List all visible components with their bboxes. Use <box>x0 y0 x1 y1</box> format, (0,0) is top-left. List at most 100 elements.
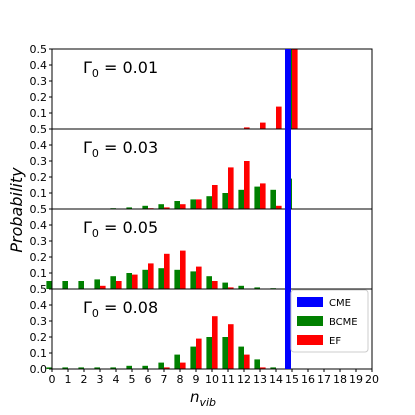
legend-label-ef: EF <box>329 336 341 347</box>
bar-bcme <box>190 271 196 289</box>
panel-3: 0.0 0.1 0.2 0.3 0.4 Γ0 = 0.08 <box>30 288 373 376</box>
bar-bcme <box>238 285 244 289</box>
cme-line <box>285 49 291 369</box>
bar-ef <box>244 127 250 129</box>
y-tick-label: 0.3 <box>30 235 48 248</box>
x-tick-label: 1 <box>65 373 72 386</box>
panel-label: Γ0 = 0.08 <box>83 298 158 320</box>
x-tick-label: 6 <box>145 373 152 386</box>
x-tick-label: 16 <box>301 373 315 386</box>
x-axis-label-sub: vib <box>199 396 216 409</box>
bar-bcme <box>174 269 180 289</box>
bar-bcme <box>142 269 148 289</box>
legend-swatch-cme <box>297 297 323 307</box>
legend-label-cme: CME <box>329 298 351 309</box>
panel-2: 0.5 0.1 0.2 0.3 0.4 Γ0 = 0.05 <box>30 208 373 296</box>
bar-ef <box>292 49 298 129</box>
bar-bcme <box>110 367 116 369</box>
y-tick-label: 0.2 <box>30 91 48 104</box>
bar-ef <box>100 285 106 289</box>
bar-ef <box>260 183 266 209</box>
bar-bcme <box>142 205 148 209</box>
x-tick-label: 3 <box>97 373 104 386</box>
bar-bcme <box>46 367 52 369</box>
bar-bcme <box>78 367 84 369</box>
bar-ef <box>196 266 202 289</box>
bar-ef <box>164 253 170 289</box>
bar-bcme <box>190 346 196 369</box>
y-tick-label: 0.3 <box>30 315 48 328</box>
x-tick-label: 14 <box>269 373 283 386</box>
bar-bcme <box>254 287 260 289</box>
x-axis-label-base: n <box>190 388 200 406</box>
bar-bcme <box>206 276 212 289</box>
panel-label: Γ0 = 0.03 <box>83 138 158 160</box>
bar-ef <box>212 281 218 289</box>
y-tick-label: 0.2 <box>30 331 48 344</box>
bar-bcme <box>174 201 180 209</box>
x-tick-label: 9 <box>193 373 200 386</box>
x-tick-label: 8 <box>177 373 184 386</box>
y-tick-label: 0.4 <box>30 299 48 312</box>
x-tick-label: 18 <box>333 373 347 386</box>
x-axis-label: nvib <box>190 388 216 409</box>
bar-ef <box>228 287 234 289</box>
x-tick-label: 15 <box>285 373 299 386</box>
bar-bcme <box>254 186 260 209</box>
bar-bcme <box>222 337 228 369</box>
y-tick-label: 0.4 <box>30 139 48 152</box>
bar-bcme <box>190 199 196 209</box>
y-tick-label: 0.1 <box>30 267 48 280</box>
bar-bcme <box>158 268 164 289</box>
bar-bcme <box>238 189 244 209</box>
bar-ef <box>228 324 234 369</box>
bar-ef <box>244 354 250 369</box>
bar-ef <box>260 122 266 129</box>
x-axis: 0 1 2 3 4 5 6 7 8 9 10 11 12 13 14 15 16 17 18 19 20 <box>49 369 379 386</box>
bar-ef <box>244 161 250 209</box>
bar-bcme <box>62 281 68 289</box>
legend-swatch-ef <box>297 335 323 345</box>
y-tick-label: 0.4 <box>30 219 48 232</box>
y-tick-label: 0.3 <box>30 155 48 168</box>
x-tick-label: 20 <box>365 373 379 386</box>
y-tick-label: 0.5 <box>30 283 48 296</box>
bar-ef <box>164 207 170 209</box>
y-tick-label: 0.2 <box>30 251 48 264</box>
bar-bcme <box>126 365 132 369</box>
y-axis-label: Probability <box>7 167 26 253</box>
panel-1: 0.5 0.1 0.2 0.3 0.4 Γ0 = 0.03 <box>30 128 373 216</box>
x-tick-label: 17 <box>317 373 331 386</box>
x-tick-label: 19 <box>349 373 363 386</box>
bar-bcme <box>126 273 132 289</box>
legend-swatch-bcme <box>297 316 323 326</box>
bar-ef <box>148 263 154 289</box>
bar-ef <box>196 199 202 209</box>
legend-label-bcme: BCME <box>329 317 358 328</box>
x-tick-label: 11 <box>221 373 235 386</box>
bar-bcme <box>206 337 212 369</box>
cme-layer <box>285 49 291 369</box>
bar-bcme <box>142 365 148 369</box>
y-tick-label: 0.5 <box>30 203 48 216</box>
y-tick-label: 0.5 <box>30 123 48 136</box>
legend: CME BCME EF <box>290 289 369 353</box>
y-tick-label: 0.3 <box>30 75 48 88</box>
x-tick-label: 12 <box>237 373 251 386</box>
bar-ef <box>196 338 202 369</box>
bar-bcme <box>238 346 244 369</box>
bar-bcme <box>206 196 212 209</box>
bar-bcme <box>222 282 228 289</box>
x-tick-label: 13 <box>253 373 267 386</box>
bar-ef <box>164 367 170 369</box>
panels: 0.5 0.1 0.2 0.3 0.4 0.5 Γ0 = 0.01 0.5 0.1 0.2 0.3 0… <box>30 43 373 376</box>
panel-label: Γ0 = 0.01 <box>83 58 158 80</box>
bar-bcme <box>62 367 68 369</box>
x-tick-label: 4 <box>113 373 120 386</box>
x-tick-label: 0 <box>49 373 56 386</box>
bar-bcme <box>158 204 164 209</box>
y-tick-label: 0.1 <box>30 107 48 120</box>
bar-bcme <box>222 193 228 209</box>
bar-bcme <box>46 281 52 289</box>
